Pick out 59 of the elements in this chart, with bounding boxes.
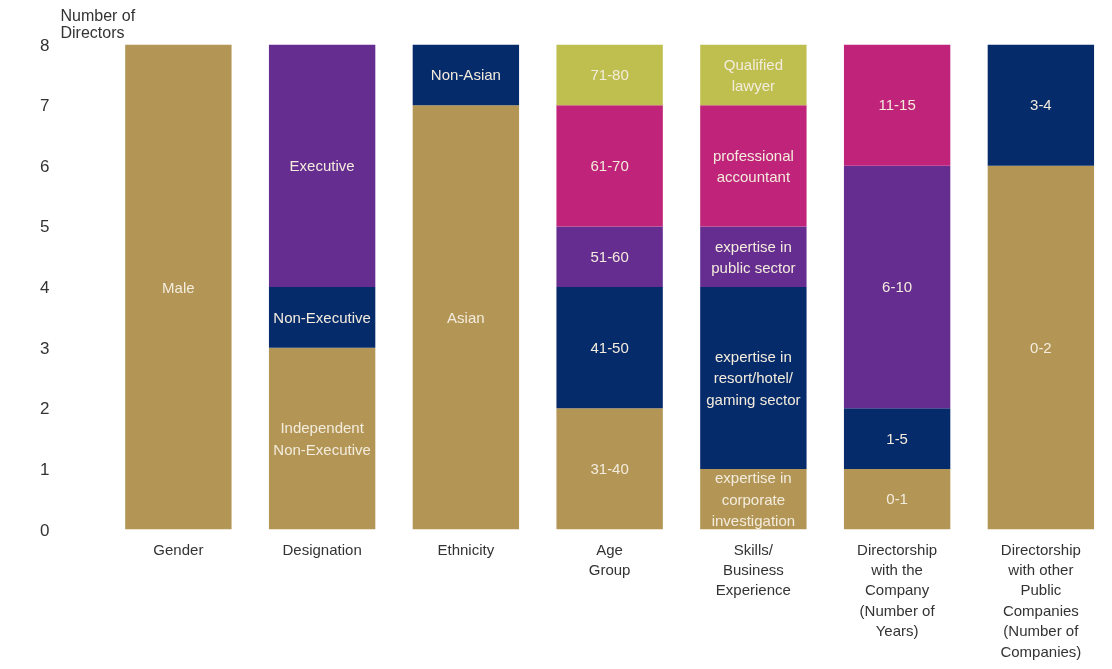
x-tick-label: Ethnicity bbox=[437, 540, 495, 558]
x-tick-label: Gender bbox=[153, 540, 204, 558]
bar bbox=[556, 105, 663, 227]
bar bbox=[268, 287, 376, 348]
data-label: 0-1 bbox=[886, 490, 908, 508]
x-tick-label: Directorship with other Public Companies (Number of Companies) bbox=[1000, 540, 1082, 660]
data-label: Qualified lawyer bbox=[723, 55, 783, 94]
data-label: Asian bbox=[447, 308, 485, 326]
data-label: 51-60 bbox=[590, 247, 629, 265]
data-label: Independent Non-Executive bbox=[273, 419, 371, 458]
bar bbox=[268, 44, 376, 287]
data-label: 11-15 bbox=[878, 96, 916, 114]
data-label: 31-40 bbox=[590, 459, 629, 477]
x-tick-label: Designation bbox=[282, 540, 362, 558]
bar bbox=[556, 44, 663, 106]
data-label: 71-80 bbox=[590, 65, 629, 83]
y-tick-label: 2 bbox=[40, 399, 50, 419]
bar bbox=[556, 226, 663, 287]
bar bbox=[843, 408, 951, 469]
data-label: 6-10 bbox=[882, 278, 913, 295]
y-tick-label: 3 bbox=[40, 338, 50, 358]
bar bbox=[987, 44, 1095, 166]
bar bbox=[700, 287, 807, 469]
data-label: Non-Executive bbox=[273, 308, 371, 326]
bar bbox=[268, 347, 376, 530]
bar bbox=[412, 44, 520, 106]
x-tick-label: Directorship with the Company (Number of Years) bbox=[857, 540, 938, 640]
bar bbox=[843, 44, 951, 166]
data-label: Executive bbox=[289, 157, 355, 175]
x-tick-label: Skills/ Business Experience bbox=[715, 540, 791, 599]
y-tick-label: 7 bbox=[40, 96, 50, 116]
y-tick-label: 5 bbox=[40, 217, 50, 237]
bar bbox=[700, 44, 807, 106]
y-tick-label: 4 bbox=[40, 278, 50, 297]
bar bbox=[843, 165, 951, 409]
y-axis-title: Number of Directors bbox=[60, 6, 136, 41]
bar bbox=[843, 468, 951, 530]
y-tick-label: 8 bbox=[40, 35, 50, 55]
bar bbox=[700, 105, 807, 227]
bar bbox=[987, 165, 1095, 530]
data-label: 61-70 bbox=[590, 156, 629, 174]
bar bbox=[412, 105, 520, 530]
data-label: 1-5 bbox=[886, 429, 908, 447]
data-label: Male bbox=[162, 278, 195, 296]
data-label: 3-4 bbox=[1030, 96, 1052, 114]
data-label: 0-2 bbox=[1030, 338, 1052, 356]
data-label: expertise in corporate investigation bbox=[711, 469, 796, 529]
data-label: Non-Asian bbox=[430, 66, 501, 84]
data-label: expertise in public sector bbox=[711, 237, 796, 276]
data-label: expertise in resort/hotel/ gaming sector bbox=[706, 348, 801, 408]
bar bbox=[125, 44, 232, 530]
data-label: 41-50 bbox=[590, 338, 629, 356]
y-tick-label: 1 bbox=[40, 459, 50, 479]
y-tick-label: 0 bbox=[40, 520, 50, 540]
x-tick-label: Age Group bbox=[588, 540, 631, 578]
bar bbox=[556, 408, 663, 530]
data-label: professional accountant bbox=[712, 146, 794, 185]
y-tick-label: 6 bbox=[40, 156, 50, 176]
bar bbox=[556, 287, 663, 409]
